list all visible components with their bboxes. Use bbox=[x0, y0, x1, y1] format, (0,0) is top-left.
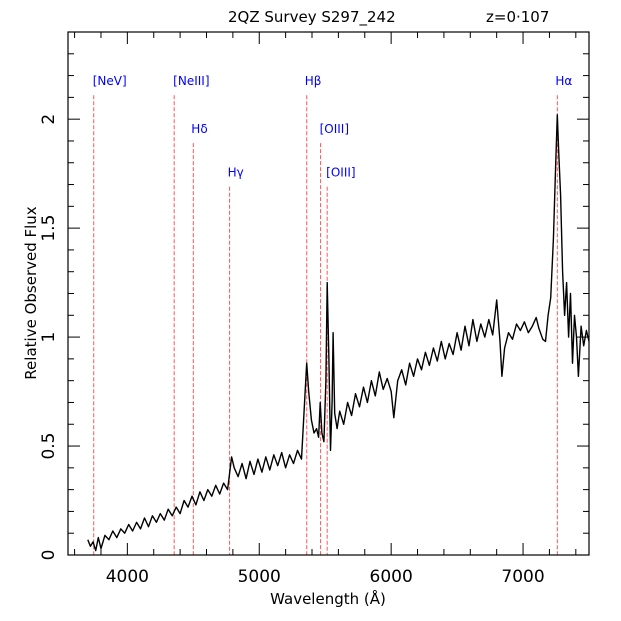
emission-line-label: Hβ bbox=[305, 74, 322, 88]
emission-line-label: [NeIII] bbox=[173, 74, 209, 88]
y-tick-label: 0 bbox=[39, 550, 59, 561]
y-axis-title: Relative Observed Flux bbox=[22, 206, 40, 379]
chart-title: 2QZ Survey S297_242 bbox=[228, 8, 396, 27]
emission-line-label: [OIII] bbox=[320, 122, 349, 136]
y-tick-label: 1.5 bbox=[39, 215, 59, 242]
y-tick-label: 1 bbox=[39, 332, 59, 343]
emission-line-label: [OIII] bbox=[326, 166, 355, 180]
axis-ticks: 4000 5000 6000 7000 0 0.5 1 1.5 2 bbox=[39, 31, 589, 587]
plot-frame bbox=[67, 31, 590, 556]
emission-lines: [NeV] [NeIII] Hδ Hγ Hβ [OIII] [OIII] Hα bbox=[93, 74, 572, 555]
x-axis-title: Wavelength (Å) bbox=[270, 589, 386, 608]
y-tick-label: 0.5 bbox=[39, 433, 59, 460]
redshift-label: z=0·107 bbox=[486, 8, 549, 26]
x-tick-label: 6000 bbox=[370, 567, 413, 587]
emission-line-label: Hα bbox=[555, 74, 572, 88]
x-tick-label: 7000 bbox=[501, 567, 544, 587]
emission-line-label: [NeV] bbox=[93, 74, 127, 88]
spectrum-line bbox=[87, 114, 590, 552]
y-tick-label: 2 bbox=[39, 114, 59, 125]
x-tick-label: 5000 bbox=[238, 567, 281, 587]
x-tick-label: 4000 bbox=[106, 567, 149, 587]
emission-line-label: Hδ bbox=[191, 122, 207, 136]
emission-line-label: Hγ bbox=[228, 166, 244, 180]
spectrum-series bbox=[87, 114, 590, 552]
